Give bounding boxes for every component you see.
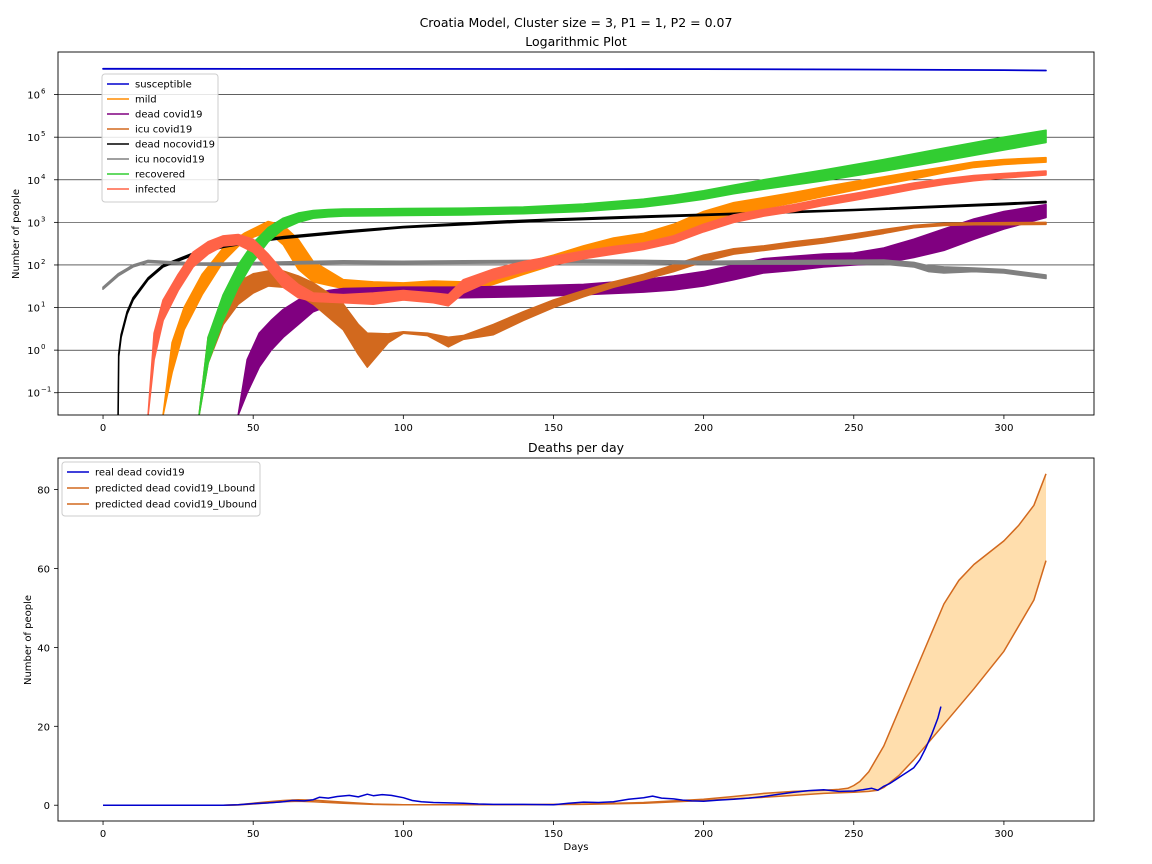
deaths-x-tick-label: 200	[694, 829, 713, 840]
log-plot-series	[102, 67, 1047, 415]
prediction-band-fill	[103, 473, 1046, 806]
deaths-x-tick-label: 150	[544, 829, 563, 840]
legend-label-icu-nocovid19: icu nocovid19	[135, 155, 205, 166]
series-band-recovered	[198, 129, 1047, 415]
log-plot-x-axis: 0 50 100 150 200 250 300	[100, 415, 1013, 434]
series-band-icu-covid19	[198, 221, 1047, 415]
legend-label-predicted-dead-covid19-lbound: predicted dead covid19_Lbound	[95, 484, 255, 495]
log-y-tick-label: 10	[27, 389, 40, 400]
legend-label-dead-covid19: dead covid19	[135, 110, 203, 121]
log-y-tick-exponent: 5	[41, 130, 45, 138]
deaths-y-tick-label: 40	[37, 643, 50, 654]
deaths-plot-series	[103, 473, 1047, 806]
deaths-plot-legend: real dead covid19 predicted dead covid19_…	[61, 461, 261, 517]
deaths-plot-frame	[57, 457, 1095, 822]
deaths-x-tick-label: 50	[247, 829, 260, 840]
deaths-per-day-panel: Deaths per day Number of people Days 0 50…	[23, 440, 1095, 853]
series-band-infected	[147, 170, 1047, 415]
legend-label-recovered: recovered	[135, 170, 185, 181]
log-y-tick-exponent: 1	[41, 301, 45, 309]
deaths-x-tick-label: 300	[994, 829, 1013, 840]
series-line-predicted-dead-covid19-lbound	[103, 560, 1047, 806]
log-y-tick-exponent: −1	[41, 386, 51, 394]
legend-label-susceptible: susceptible	[135, 80, 192, 91]
log-plot-title: Logarithmic Plot	[525, 34, 627, 49]
log-plot-frame	[57, 51, 1095, 416]
deaths-y-tick-label: 0	[44, 801, 50, 812]
log-y-tick-exponent: 0	[41, 343, 45, 351]
log-x-tick-label: 250	[844, 423, 863, 434]
log-y-tick-label: 10	[27, 218, 40, 229]
deaths-plot-title: Deaths per day	[528, 440, 625, 455]
deaths-y-tick-label: 80	[37, 486, 50, 497]
log-y-tick-label: 10	[27, 261, 40, 272]
log-y-tick-label: 10	[27, 346, 40, 357]
log-y-tick-exponent: 2	[41, 258, 45, 266]
deaths-plot-ylabel: Number of people	[23, 595, 34, 685]
log-legend-box	[101, 73, 219, 203]
log-x-tick-label: 200	[694, 423, 713, 434]
legend-label-dead-nocovid19: dead nocovid19	[135, 140, 215, 151]
log-plot-panel: Logarithmic Plot Number of people 0 50 100…	[11, 34, 1095, 434]
deaths-x-tick-label: 250	[844, 829, 863, 840]
log-y-tick-exponent: 3	[41, 215, 45, 223]
series-line-real-dead-covid19	[103, 706, 942, 806]
log-x-tick-label: 100	[394, 423, 413, 434]
legend-label-icu-covid19: icu covid19	[135, 125, 192, 136]
log-y-tick-label: 10	[27, 176, 40, 187]
log-x-tick-label: 150	[544, 423, 563, 434]
series-line-predicted-dead-covid19-ubound	[103, 473, 1047, 806]
deaths-y-tick-label: 20	[37, 722, 50, 733]
legend-label-real-dead-covid19: real dead covid19	[95, 468, 185, 479]
log-plot-ylabel: Number of people	[11, 189, 22, 279]
deaths-x-tick-label: 100	[394, 829, 413, 840]
legend-label-infected: infected	[135, 185, 176, 196]
deaths-plot-y-axis: 0 20 40 60 80	[37, 486, 58, 812]
series-band-susceptible	[102, 67, 1047, 72]
log-x-tick-label: 50	[247, 423, 260, 434]
log-x-tick-label: 0	[100, 423, 106, 434]
deaths-x-tick-label: 0	[100, 829, 106, 840]
log-y-tick-label: 10	[27, 91, 40, 102]
log-y-tick-label: 10	[27, 133, 40, 144]
legend-label-predicted-dead-covid19-ubound: predicted dead covid19_Ubound	[95, 500, 257, 511]
deaths-y-tick-label: 60	[37, 564, 50, 575]
legend-label-mild: mild	[135, 95, 157, 106]
log-x-tick-label: 300	[994, 423, 1013, 434]
figure-suptitle: Croatia Model, Cluster size = 3, P1 = 1,…	[420, 15, 733, 30]
deaths-plot-x-axis: 0 50 100 150 200 250 300	[100, 821, 1013, 840]
log-y-tick-exponent: 4	[41, 173, 46, 181]
log-y-tick-label: 10	[27, 304, 40, 315]
series-band-dead-nocovid19	[117, 200, 1047, 415]
deaths-plot-xlabel: Days	[564, 842, 589, 853]
log-y-tick-exponent: 6	[41, 88, 46, 96]
deaths-legend-box	[61, 461, 261, 517]
log-plot-legend: susceptible mild dead covid19 icu covid19 de…	[101, 73, 219, 203]
